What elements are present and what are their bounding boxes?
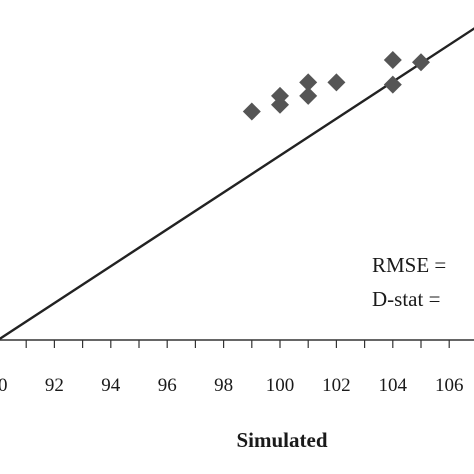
x-tick-label: 102 — [322, 375, 351, 396]
data-point — [327, 73, 346, 92]
plot-area — [0, 27, 474, 341]
d-stat-label: D-stat = — [372, 287, 440, 311]
x-axis-ticks: 0 92 94 96 98 100 102 104 106 — [0, 340, 464, 396]
x-tick-label: 104 — [379, 375, 408, 396]
fit-line — [0, 27, 474, 341]
data-point — [383, 51, 402, 69]
data-point — [299, 73, 318, 92]
x-tick-label: 96 — [158, 375, 177, 396]
data-point — [299, 86, 318, 105]
x-tick-label: 94 — [101, 375, 121, 396]
x-axis-title: Simulated — [236, 428, 327, 452]
data-point — [383, 75, 402, 94]
x-tick-label: 106 — [435, 375, 464, 396]
x-tick-label: 0 — [0, 375, 8, 396]
data-points — [242, 51, 430, 121]
x-tick-label: 100 — [266, 375, 295, 396]
data-point — [242, 102, 261, 121]
x-tick-label: 92 — [45, 375, 64, 396]
data-point — [271, 86, 289, 105]
data-point — [412, 53, 430, 72]
rmse-label: RMSE = — [372, 253, 446, 277]
x-tick-label: 98 — [214, 375, 233, 396]
